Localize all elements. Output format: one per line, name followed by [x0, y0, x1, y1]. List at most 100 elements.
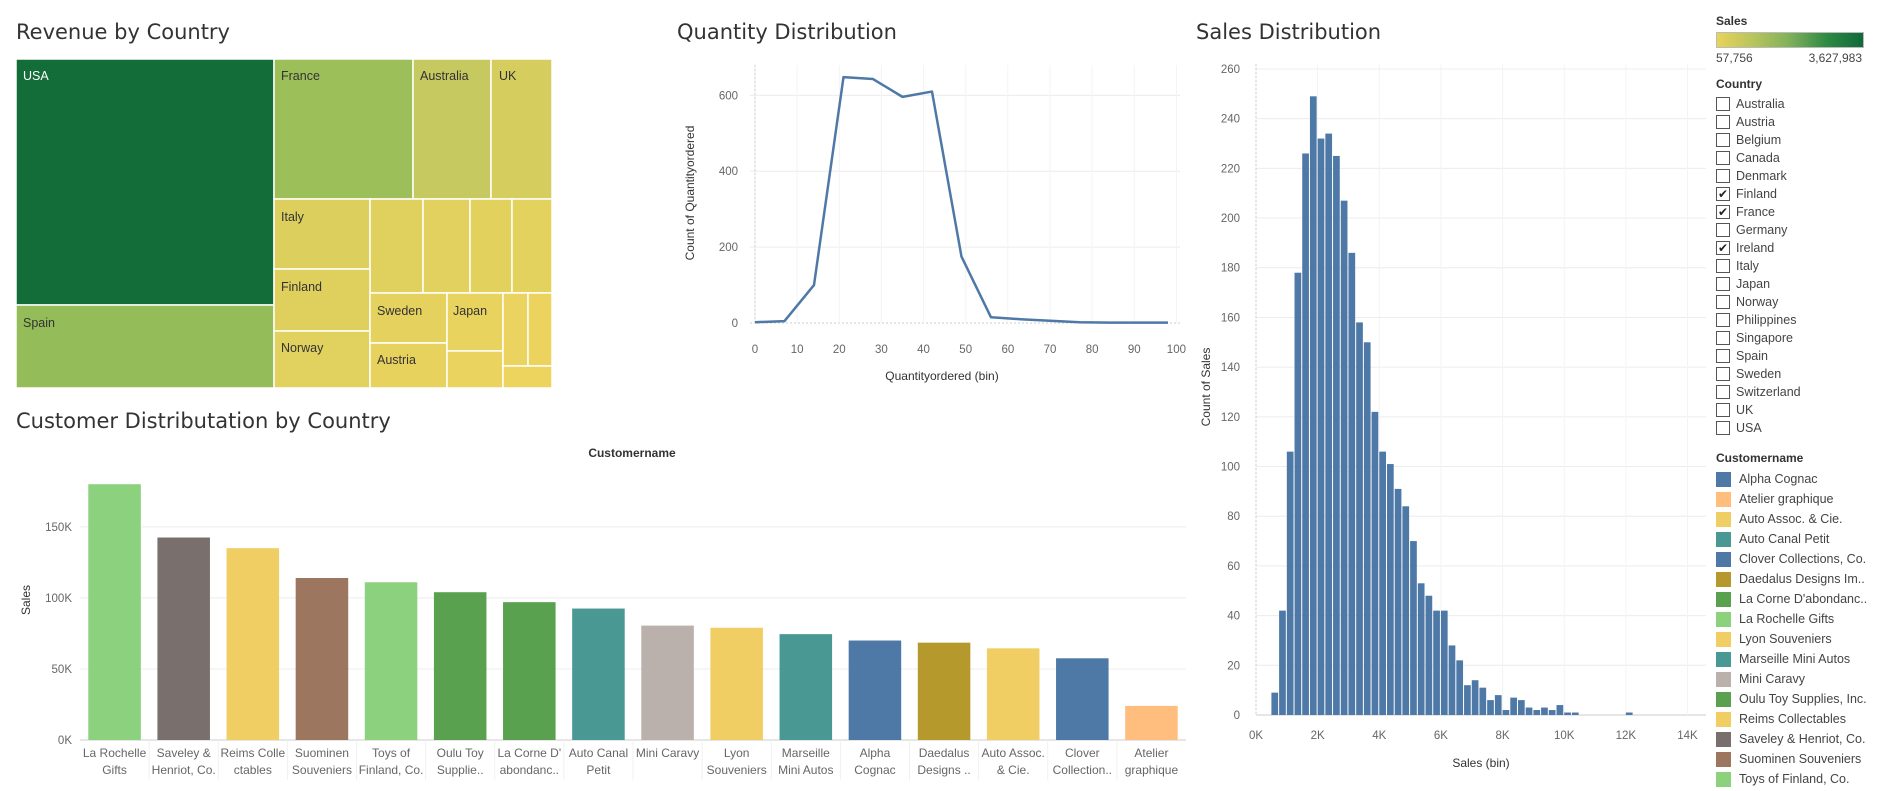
checkbox-unchecked-icon[interactable] — [1716, 169, 1730, 183]
customer-bar[interactable] — [986, 648, 1040, 740]
customer-legend-item[interactable]: Mini Caravy — [1716, 669, 1881, 689]
quantity-point[interactable] — [1048, 319, 1052, 323]
sales-histogram-bar[interactable] — [1541, 707, 1548, 715]
quantity-point[interactable] — [1166, 321, 1170, 325]
customer-legend-item[interactable]: Lyon Souveniers — [1716, 629, 1881, 649]
customer-legend-item[interactable]: La Rochelle Gifts — [1716, 609, 1881, 629]
customer-bar[interactable] — [157, 537, 210, 741]
sales-histogram-bar[interactable] — [1402, 506, 1410, 715]
treemap-cell-japan[interactable] — [446, 292, 504, 352]
customer-bar[interactable] — [779, 634, 833, 740]
quantity-point[interactable] — [753, 320, 757, 324]
treemap-cell-italy[interactable] — [273, 198, 371, 270]
quantity-point[interactable] — [841, 75, 845, 79]
customer-legend-item[interactable]: Alpha Cognac — [1716, 469, 1881, 489]
checkbox-unchecked-icon[interactable] — [1716, 259, 1730, 273]
customer-bar[interactable] — [710, 627, 763, 740]
checkbox-unchecked-icon[interactable] — [1716, 349, 1730, 363]
treemap-cell-austria[interactable] — [369, 342, 448, 388]
checkbox-unchecked-icon[interactable] — [1716, 151, 1730, 165]
customer-legend-item[interactable]: Saveley & Henriot, Co. — [1716, 729, 1881, 749]
sales-histogram-bar[interactable] — [1379, 451, 1386, 715]
sales-histogram-bar[interactable] — [1564, 712, 1571, 715]
customer-legend-item[interactable]: Auto Assoc. & Cie. — [1716, 509, 1881, 529]
checkbox-checked-icon[interactable]: ✔ — [1716, 187, 1730, 201]
quantity-point[interactable] — [1077, 320, 1081, 324]
country-filter-item[interactable]: Switzerland — [1716, 383, 1881, 401]
quantity-point[interactable] — [782, 319, 786, 323]
treemap-cell-australia[interactable] — [412, 59, 492, 200]
customer-legend-item[interactable]: Auto Canal Petit — [1716, 529, 1881, 549]
country-filter-item[interactable]: USA — [1716, 419, 1881, 437]
country-filter-item[interactable]: Belgium — [1716, 131, 1881, 149]
quantity-point[interactable] — [989, 315, 993, 319]
country-filter-item[interactable]: ✔ Finland — [1716, 185, 1881, 203]
sales-histogram-bar[interactable] — [1548, 710, 1556, 715]
customer-legend-item[interactable]: Daedalus Designs Im.. — [1716, 569, 1881, 589]
customer-legend-item[interactable]: Atelier graphique — [1716, 489, 1881, 509]
sales-histogram-bar[interactable] — [1571, 712, 1579, 715]
quantity-point[interactable] — [1018, 317, 1022, 321]
sales-histogram-bar[interactable] — [1363, 342, 1371, 715]
customer-legend-item[interactable]: Marseille Mini Autos — [1716, 649, 1881, 669]
sales-histogram-bar[interactable] — [1448, 645, 1456, 715]
customer-legend-item[interactable]: Toys of Finland, Co. — [1716, 769, 1881, 789]
checkbox-unchecked-icon[interactable] — [1716, 97, 1730, 111]
sales-histogram-bar[interactable] — [1340, 200, 1348, 716]
treemap-cell[interactable] — [502, 292, 529, 367]
treemap-cell-usa[interactable] — [16, 59, 275, 306]
country-filter-item[interactable]: Philippines — [1716, 311, 1881, 329]
checkbox-unchecked-icon[interactable] — [1716, 223, 1730, 237]
quantity-point[interactable] — [812, 283, 816, 287]
sales-histogram-bar[interactable] — [1425, 595, 1433, 715]
sales-distribution-chart[interactable]: Count of Sales Sales (bin) 0 20 40 60 80 100 1… — [1196, 52, 1712, 787]
customer-bar[interactable] — [1056, 658, 1109, 740]
sales-histogram-bar[interactable] — [1556, 705, 1564, 715]
checkbox-unchecked-icon[interactable] — [1716, 277, 1730, 291]
quantity-point[interactable] — [959, 255, 963, 259]
country-filter-item[interactable]: ✔ France — [1716, 203, 1881, 221]
quantity-distribution-chart[interactable]: Count of Quantityordered Quantityordered… — [680, 55, 1190, 395]
customer-legend-item[interactable]: Suominen Souveniers — [1716, 749, 1881, 769]
sales-histogram-bar[interactable] — [1433, 610, 1440, 715]
quantity-point[interactable] — [930, 90, 934, 94]
country-filter-item[interactable]: Germany — [1716, 221, 1881, 239]
country-filter-item[interactable]: Norway — [1716, 293, 1881, 311]
sales-histogram-bar[interactable] — [1325, 133, 1333, 715]
customer-bar[interactable] — [848, 640, 902, 740]
customer-bar[interactable] — [641, 625, 694, 740]
customer-bar[interactable] — [88, 484, 141, 740]
sales-histogram-bar[interactable] — [1286, 451, 1294, 715]
sales-histogram-bar[interactable] — [1333, 155, 1340, 715]
sales-histogram-bar[interactable] — [1525, 707, 1533, 715]
customer-bar[interactable] — [503, 602, 556, 740]
sales-histogram-bar[interactable] — [1517, 700, 1525, 715]
treemap-cell[interactable] — [502, 365, 552, 388]
checkbox-checked-icon[interactable]: ✔ — [1716, 241, 1730, 255]
quantity-point[interactable] — [871, 77, 875, 81]
sales-histogram-bar[interactable] — [1317, 138, 1325, 715]
sales-histogram-bar[interactable] — [1510, 697, 1517, 715]
sales-histogram-bar[interactable] — [1494, 695, 1502, 715]
country-filter-item[interactable]: Canada — [1716, 149, 1881, 167]
customer-bar[interactable] — [295, 578, 349, 740]
customer-bar[interactable] — [917, 642, 971, 740]
quantity-point[interactable] — [1136, 321, 1140, 325]
sales-histogram-bar[interactable] — [1464, 685, 1471, 715]
sales-histogram-bar[interactable] — [1625, 712, 1633, 715]
customer-legend-item[interactable]: Oulu Toy Supplies, Inc. — [1716, 689, 1881, 709]
sales-histogram-bar[interactable] — [1410, 541, 1417, 715]
sales-histogram-bar[interactable] — [1302, 153, 1309, 715]
treemap-cell[interactable] — [446, 350, 504, 388]
quantity-point[interactable] — [900, 95, 904, 99]
customer-legend-item[interactable]: Reims Collectables — [1716, 709, 1881, 729]
checkbox-unchecked-icon[interactable] — [1716, 385, 1730, 399]
sales-histogram-bar[interactable] — [1440, 610, 1448, 715]
country-filter-item[interactable]: Italy — [1716, 257, 1881, 275]
country-filter-item[interactable]: UK — [1716, 401, 1881, 419]
customer-bar[interactable] — [1125, 705, 1178, 740]
sales-histogram-bar[interactable] — [1456, 660, 1464, 715]
country-filter-item[interactable]: Australia — [1716, 95, 1881, 113]
country-filter-item[interactable]: Austria — [1716, 113, 1881, 131]
treemap-cell[interactable] — [422, 198, 471, 294]
